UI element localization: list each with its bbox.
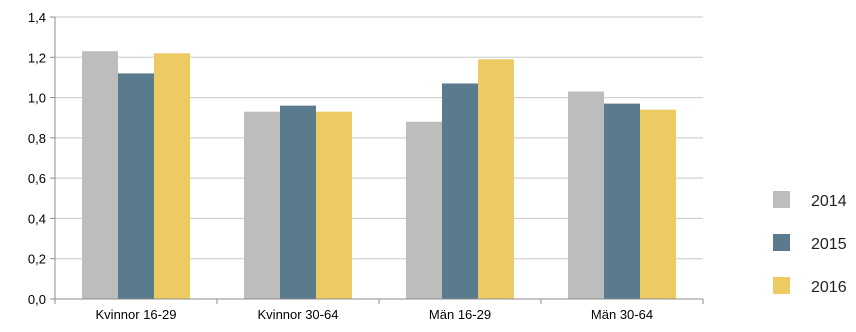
bar <box>604 103 640 299</box>
bars <box>82 51 676 300</box>
y-tick-label: 1,0 <box>28 91 46 106</box>
bar <box>568 91 604 300</box>
bar <box>118 73 154 300</box>
bar <box>442 83 478 299</box>
bar <box>280 105 316 299</box>
legend-label: 2016 <box>811 279 847 296</box>
legend-label: 2014 <box>811 193 847 210</box>
bar <box>316 111 352 300</box>
legend-swatch <box>773 234 790 251</box>
legend-swatch <box>773 191 790 208</box>
y-tick-label: 1,4 <box>28 10 46 25</box>
y-tick-label: 0,2 <box>28 252 46 267</box>
axes: 0,0 0,2 0,4 0,6 0,8 1,0 1,2 1,4 Kvinnor 16-29 Kvi… <box>28 10 704 322</box>
legend: 2014 2015 2016 <box>773 191 847 296</box>
bar <box>82 51 118 299</box>
legend-swatch <box>773 277 790 294</box>
x-tick-label: Män 16-29 <box>429 307 491 322</box>
bar <box>406 121 442 299</box>
bar <box>154 53 190 299</box>
y-tick-label: 0,4 <box>28 211 46 226</box>
bar <box>478 59 514 299</box>
x-tick-label: Män 30-64 <box>591 307 653 322</box>
x-tick-label: Kvinnor 30-64 <box>258 307 339 322</box>
x-tick-label: Kvinnor 16-29 <box>96 307 177 322</box>
bar <box>244 111 280 300</box>
y-tick-label: 1,2 <box>28 50 46 65</box>
y-tick-label: 0,0 <box>28 292 46 307</box>
y-tick-label: 0,8 <box>28 131 46 146</box>
bar <box>640 109 676 300</box>
legend-label: 2015 <box>811 236 847 253</box>
y-tick-label: 0,6 <box>28 171 46 186</box>
